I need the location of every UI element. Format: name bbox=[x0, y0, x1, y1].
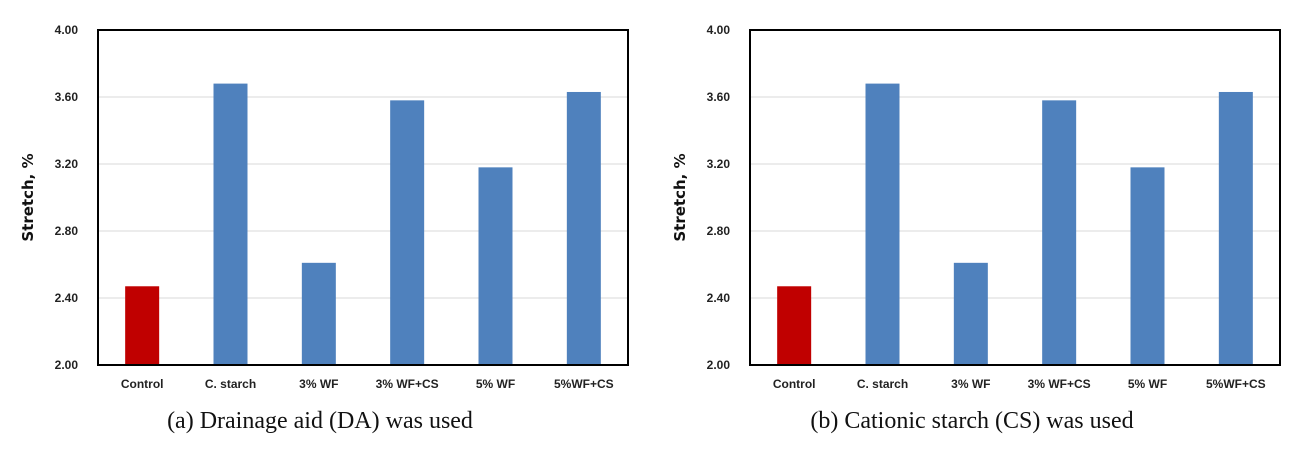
y-axis-label: Stretch, % bbox=[671, 153, 689, 241]
chart-caption-b: (b) Cationic starch (CS) was used bbox=[810, 408, 1134, 434]
chart-caption-a: (a) Drainage aid (DA) was used bbox=[167, 408, 473, 434]
chart-panel-b: 2.00 2.40 2.80 3.20 3.60 4.00 Control C. starch… bbox=[652, 0, 1292, 450]
y-tick-label: 4.00 bbox=[55, 23, 79, 37]
x-tick-label: 3% WF bbox=[299, 377, 338, 391]
bar bbox=[566, 91, 601, 365]
x-tick-label: C. starch bbox=[205, 377, 256, 391]
bar bbox=[777, 286, 812, 365]
y-tick-label: 2.80 bbox=[707, 224, 731, 238]
y-tick-label: 3.60 bbox=[707, 90, 731, 104]
x-tick-label: 5% WF bbox=[476, 377, 515, 391]
y-axis-label: Stretch, % bbox=[19, 153, 37, 241]
x-tick-label: 3% WF+CS bbox=[376, 377, 439, 391]
y-tick-label: 2.00 bbox=[55, 358, 79, 372]
x-tick-label: 5%WF+CS bbox=[554, 377, 614, 391]
plot-frame bbox=[97, 29, 629, 366]
bar bbox=[1042, 100, 1077, 365]
x-tick-label: Control bbox=[121, 377, 164, 391]
y-tick-label: 3.20 bbox=[55, 157, 79, 171]
x-tick-label: 3% WF bbox=[951, 377, 990, 391]
y-tick-label: 2.40 bbox=[707, 291, 731, 305]
bar bbox=[213, 83, 248, 365]
bar bbox=[865, 83, 900, 365]
y-tick-label: 2.00 bbox=[707, 358, 731, 372]
x-tick-label: C. starch bbox=[857, 377, 908, 391]
y-tick-label: 3.20 bbox=[707, 157, 731, 171]
bar bbox=[953, 262, 988, 365]
x-tick-label: 5% WF bbox=[1128, 377, 1167, 391]
bar bbox=[125, 286, 160, 365]
bar-chart-b: 2.00 2.40 2.80 3.20 3.60 4.00 Control C. starch… bbox=[671, 23, 1281, 391]
bar bbox=[390, 100, 425, 365]
y-tick-label: 4.00 bbox=[707, 23, 731, 37]
y-tick-label: 2.80 bbox=[55, 224, 79, 238]
bar bbox=[1130, 167, 1165, 365]
bar bbox=[301, 262, 336, 365]
y-tick-label: 2.40 bbox=[55, 291, 79, 305]
plot-frame bbox=[749, 29, 1281, 366]
x-tick-label: Control bbox=[773, 377, 816, 391]
chart-panel-a: 2.00 2.40 2.80 3.20 3.60 4.00 Control C. starch… bbox=[0, 0, 640, 450]
x-tick-label: 5%WF+CS bbox=[1206, 377, 1266, 391]
x-tick-label: 3% WF+CS bbox=[1028, 377, 1091, 391]
bar bbox=[1218, 91, 1253, 365]
y-tick-label: 3.60 bbox=[55, 90, 79, 104]
bar-chart-a: 2.00 2.40 2.80 3.20 3.60 4.00 Control C. starch… bbox=[19, 23, 629, 391]
bar bbox=[478, 167, 513, 365]
